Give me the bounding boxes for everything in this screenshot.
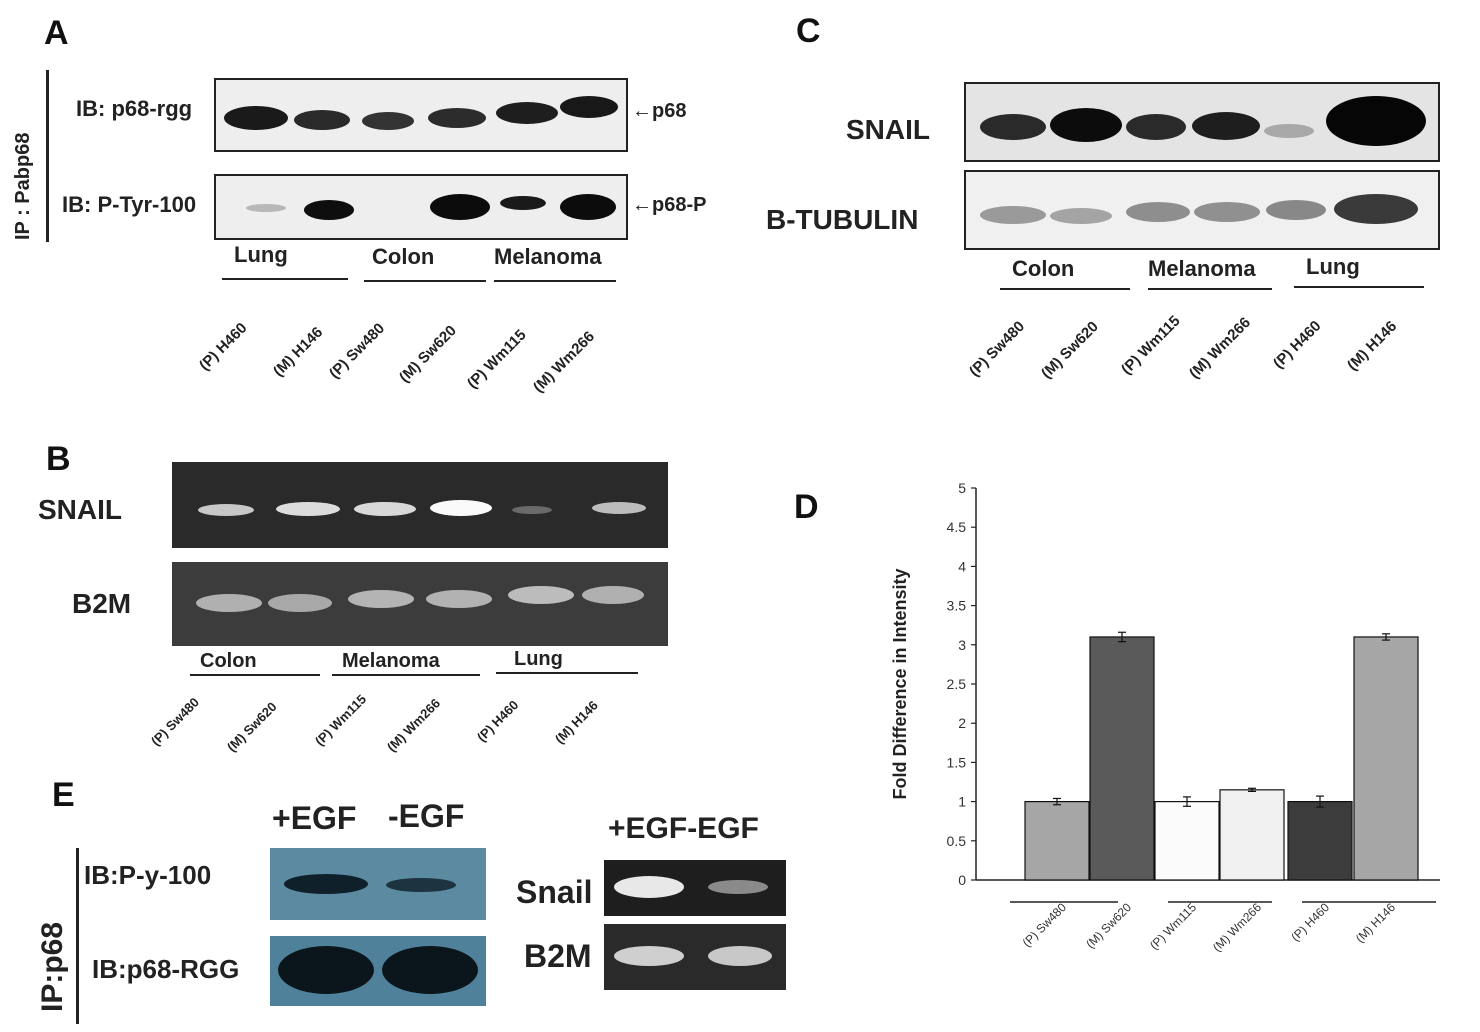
y-tick-label: 1.5 bbox=[947, 754, 967, 770]
group-underline bbox=[190, 674, 320, 676]
lane-label: (M) H146 bbox=[270, 323, 327, 381]
ip-label-a: IP : Pabp68 bbox=[12, 132, 34, 240]
panel-letter-c: C bbox=[796, 12, 821, 50]
category-label: (P) H460 bbox=[1288, 900, 1332, 944]
row-label-b2m-e: B2M bbox=[524, 938, 592, 974]
group-underline bbox=[1148, 288, 1272, 290]
blot-label-p-tyr-100: IB: P-Tyr-100 bbox=[62, 192, 197, 217]
row-label-b2m: B2M bbox=[72, 588, 132, 619]
lane-label: (P) Sw480 bbox=[326, 319, 389, 383]
row-label-p-y-100: IB:P-y-100 bbox=[84, 860, 212, 890]
col-label-minus-egf: -EGF bbox=[388, 798, 465, 834]
rt-pcr-gel-b2m-e bbox=[604, 924, 786, 990]
lane-label: (M) Sw620 bbox=[1038, 318, 1102, 383]
lane-label: (P) Wm115 bbox=[312, 691, 370, 749]
category-label: (M) Wm266 bbox=[1210, 900, 1264, 954]
rt-pcr-gel-snail bbox=[172, 462, 668, 548]
panel-letter-e: E bbox=[52, 776, 75, 814]
y-tick-label: 1 bbox=[958, 794, 966, 810]
y-tick-label: 0 bbox=[958, 872, 966, 888]
lane-label: (P) Sw480 bbox=[148, 694, 203, 749]
group-underline bbox=[494, 280, 616, 282]
group-underline bbox=[222, 278, 348, 280]
category-label: (P) Wm115 bbox=[1147, 900, 1199, 952]
bar bbox=[1219, 789, 1285, 881]
row-label-snail: SNAIL bbox=[38, 494, 122, 525]
western-blot-p-y-100 bbox=[270, 848, 486, 920]
row-label-p68-rgg: IB:p68-RGG bbox=[92, 954, 240, 984]
group-label: Melanoma bbox=[342, 650, 440, 672]
lane-label: (M) Sw620 bbox=[224, 699, 280, 755]
category-label: (M) H146 bbox=[1353, 900, 1398, 945]
western-blot-snail bbox=[964, 82, 1440, 162]
ip-bracket bbox=[46, 70, 49, 242]
group-label: Colon bbox=[1012, 256, 1075, 281]
lane-label: (P) Sw480 bbox=[966, 317, 1029, 381]
rt-pcr-gel-b2m bbox=[172, 562, 668, 646]
group-underline bbox=[496, 672, 638, 674]
ip-label-e: IP:p68 bbox=[36, 921, 69, 1012]
marker-p68-p: ←p68-P bbox=[632, 194, 707, 216]
group-label: Lung bbox=[234, 242, 288, 267]
category-label: (P) Sw480 bbox=[1020, 900, 1070, 950]
panel-letter-b: B bbox=[46, 440, 71, 478]
row-label-snail: SNAIL bbox=[846, 114, 930, 145]
lane-label: (M) H146 bbox=[552, 697, 601, 747]
marker-p68: ←p68 bbox=[632, 100, 687, 122]
bar bbox=[1287, 801, 1353, 881]
y-tick-label: 3 bbox=[958, 637, 966, 653]
group-label: Melanoma bbox=[494, 244, 602, 269]
col-label-plus-egf: +EGF bbox=[272, 800, 357, 836]
group-label: Colon bbox=[200, 650, 257, 672]
group-label: Lung bbox=[1306, 254, 1360, 279]
lane-label: (P) H460 bbox=[1270, 317, 1325, 373]
y-tick-label: 5 bbox=[958, 480, 966, 496]
rt-header: +EGF-EGF bbox=[608, 812, 759, 845]
group-label: Colon bbox=[372, 244, 435, 269]
lane-label: (P) Wm115 bbox=[1118, 312, 1184, 379]
bar bbox=[1154, 801, 1220, 881]
group-underline bbox=[1294, 286, 1424, 288]
lane-label: (M) Wm266 bbox=[1186, 314, 1255, 383]
group-label: Lung bbox=[514, 648, 563, 670]
y-axis-label: Fold Difference in Intensity bbox=[890, 568, 910, 799]
bar bbox=[1089, 636, 1155, 881]
lane-label: (M) H146 bbox=[1344, 317, 1401, 375]
group-underline bbox=[1000, 288, 1130, 290]
row-label-snail-e: Snail bbox=[516, 874, 593, 910]
panel-letter-d: D bbox=[794, 488, 819, 526]
y-tick-label: 3.5 bbox=[947, 598, 967, 614]
ip-bracket bbox=[76, 848, 79, 1024]
lane-label: (P) H460 bbox=[196, 319, 251, 375]
y-tick-label: 2 bbox=[958, 715, 966, 731]
bar bbox=[1024, 801, 1090, 881]
blot-label-p68-rgg: IB: p68-rgg bbox=[76, 96, 193, 121]
row-label-b-tubulin: B-TUBULIN bbox=[766, 204, 919, 235]
y-tick-label: 2.5 bbox=[947, 676, 967, 692]
lane-label: (P) Wm115 bbox=[464, 326, 530, 393]
group-underline bbox=[364, 280, 486, 282]
rt-pcr-gel-snail-e bbox=[604, 860, 786, 916]
lane-label: (M) Wm266 bbox=[384, 695, 444, 755]
bar bbox=[1353, 636, 1419, 881]
group-underline bbox=[332, 674, 480, 676]
western-blot-p68 bbox=[214, 78, 628, 152]
western-blot-b-tubulin bbox=[964, 170, 1440, 250]
western-blot-p68-rgg bbox=[270, 936, 486, 1006]
western-blot-p-tyr bbox=[214, 174, 628, 240]
category-label: (M) Sw620 bbox=[1083, 900, 1134, 951]
y-tick-label: 0.5 bbox=[947, 833, 967, 849]
group-label: Melanoma bbox=[1148, 256, 1256, 281]
y-tick-label: 4.5 bbox=[947, 519, 967, 535]
lane-label: (M) Sw620 bbox=[396, 322, 460, 387]
panel-letter-a: A bbox=[44, 14, 69, 52]
lane-label: (M) Wm266 bbox=[530, 328, 599, 397]
y-tick-label: 4 bbox=[958, 558, 966, 574]
fold-difference-chart: 0 0.5 1 1.5 2 2.5 3 3.5 4 4.5 5 Fold Difference in… bbox=[890, 480, 1440, 954]
lane-label: (P) H460 bbox=[474, 697, 522, 745]
